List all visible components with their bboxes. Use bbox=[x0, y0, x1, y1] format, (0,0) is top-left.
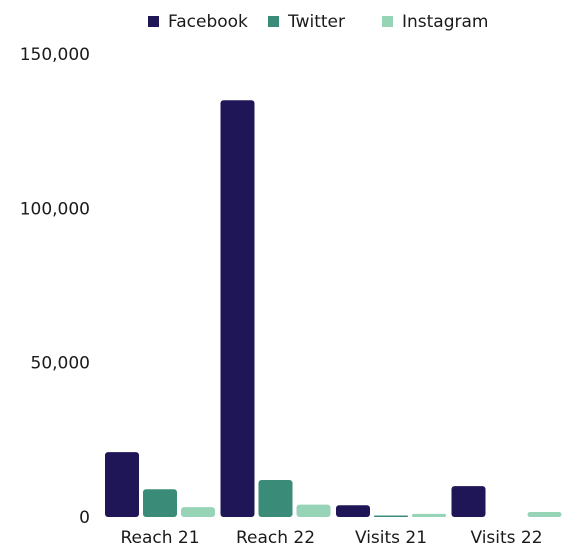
bar-facebook-reach-22 bbox=[220, 100, 255, 518]
bar-instagram-visits-21 bbox=[412, 513, 446, 517]
legend-swatch-instagram bbox=[382, 16, 393, 27]
legend-label-instagram: Instagram bbox=[402, 12, 489, 32]
y-tick-label: 100,000 bbox=[20, 199, 90, 219]
y-axis: 0 50,000 100,000 150,000 bbox=[20, 45, 90, 528]
bar-instagram-reach-22 bbox=[296, 504, 331, 517]
bar-facebook-visits-21 bbox=[336, 505, 370, 517]
legend: Facebook Twitter Instagram bbox=[148, 12, 489, 32]
bar-facebook-visits-22 bbox=[451, 486, 486, 517]
y-tick-label: 0 bbox=[79, 508, 90, 528]
bar-twitter-visits-21 bbox=[374, 515, 408, 517]
legend-swatch-facebook bbox=[148, 16, 159, 27]
y-tick-label: 50,000 bbox=[31, 354, 90, 374]
x-axis: Reach 21 Reach 22 Visits 21 Visits 22 bbox=[120, 528, 542, 548]
x-tick-label: Reach 21 bbox=[120, 528, 199, 548]
legend-swatch-twitter bbox=[268, 16, 279, 27]
bar-twitter-reach-21 bbox=[143, 489, 177, 517]
bar-twitter-reach-22 bbox=[258, 479, 293, 517]
bar-instagram-reach-21 bbox=[181, 507, 215, 517]
legend-label-facebook: Facebook bbox=[168, 12, 248, 32]
bars bbox=[105, 100, 562, 518]
x-tick-label: Visits 22 bbox=[470, 528, 542, 548]
bar-instagram-visits-22 bbox=[527, 512, 562, 517]
x-tick-label: Reach 22 bbox=[236, 528, 315, 548]
y-tick-label: 150,000 bbox=[20, 45, 90, 65]
legend-label-twitter: Twitter bbox=[287, 12, 345, 32]
x-tick-label: Visits 21 bbox=[355, 528, 427, 548]
bar-facebook-reach-21 bbox=[105, 452, 139, 517]
